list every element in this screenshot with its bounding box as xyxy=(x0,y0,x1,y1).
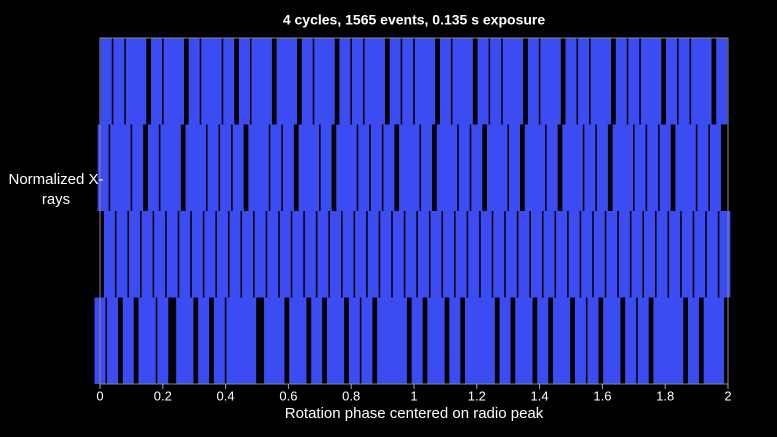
y-axis-label: Normalized X-rays xyxy=(8,171,104,208)
x-tick-label: 0.6 xyxy=(279,388,297,403)
x-tick-label: 1 xyxy=(410,388,417,403)
x-tick-label: 0.2 xyxy=(154,388,172,403)
x-tick-label: 1.8 xyxy=(656,388,674,403)
x-tick-label: 0.8 xyxy=(342,388,360,403)
x-tick-label: 1.4 xyxy=(531,388,549,403)
chart-title: 4 cycles, 1565 events, 0.135 s exposure xyxy=(283,12,546,28)
plot-area xyxy=(94,38,731,384)
x-tick-label: 1.2 xyxy=(468,388,486,403)
x-tick-label: 1.6 xyxy=(593,388,611,403)
x-tick-label: 0.4 xyxy=(217,388,235,403)
x-tick-label: 0 xyxy=(96,388,103,403)
x-tick-label: 2 xyxy=(724,388,731,403)
x-axis-label: Rotation phase centered on radio peak xyxy=(285,405,544,422)
